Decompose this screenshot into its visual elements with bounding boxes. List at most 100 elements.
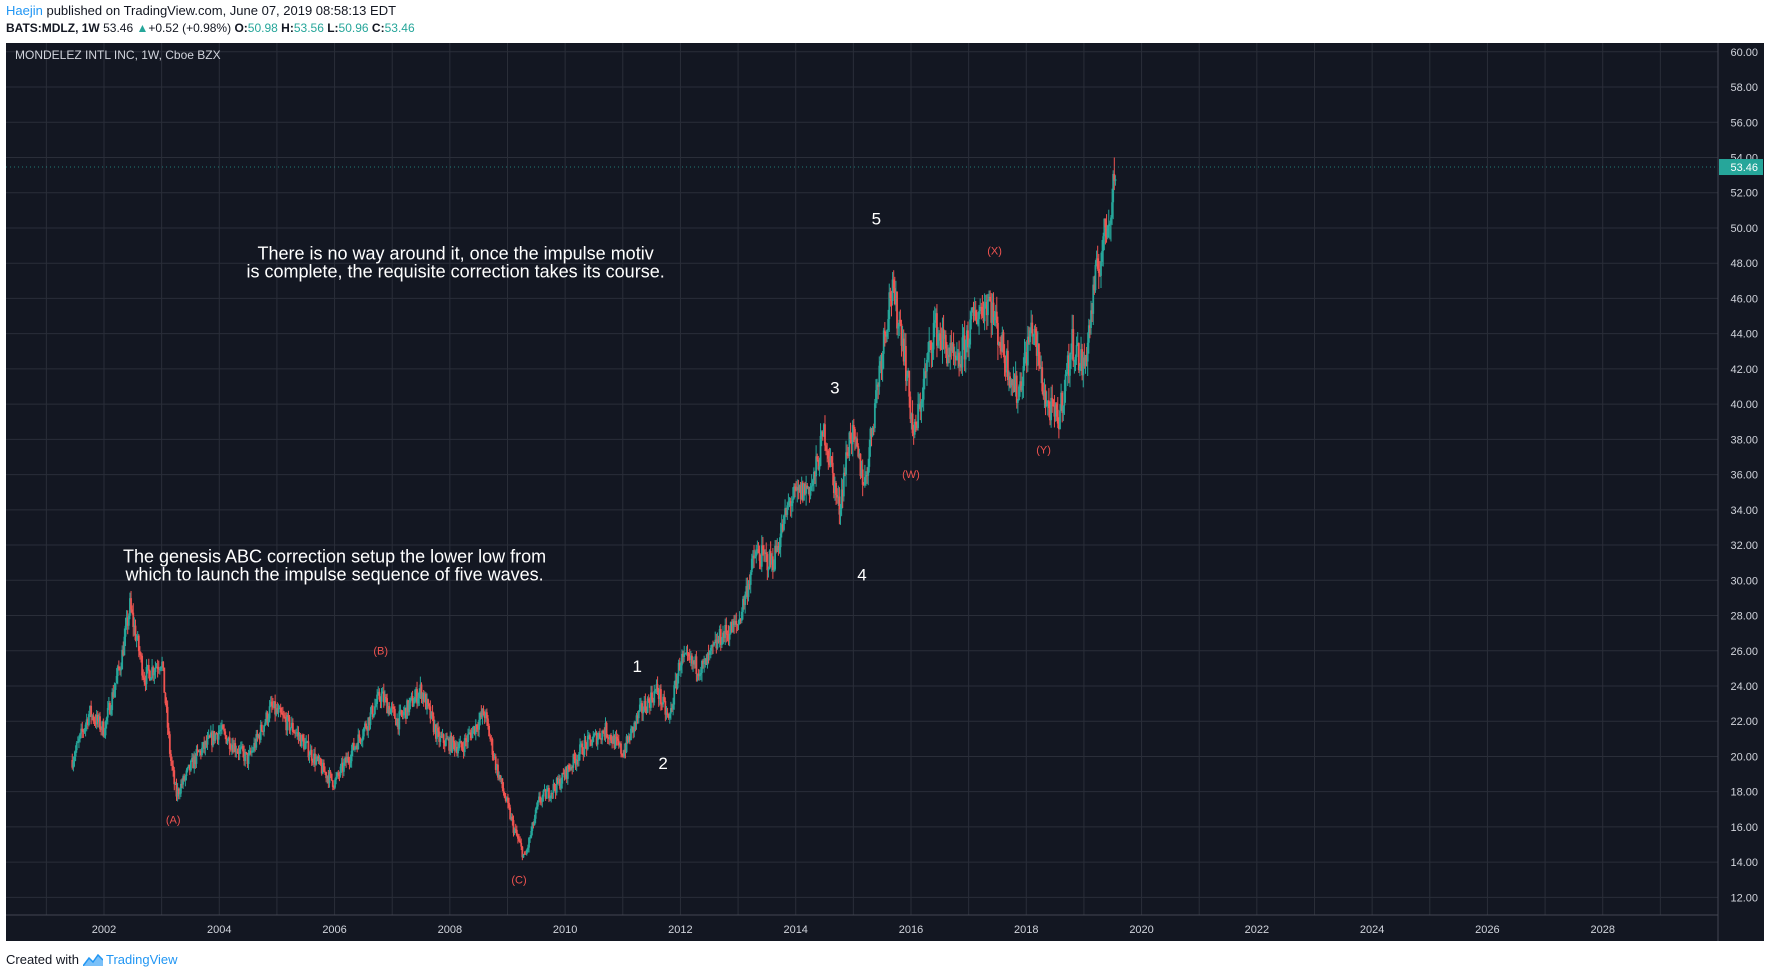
candle-body	[723, 632, 725, 638]
candle-body	[599, 733, 601, 739]
candle-body	[433, 724, 436, 733]
candle-body	[521, 846, 524, 858]
candle-body	[357, 734, 360, 750]
candle-body	[810, 485, 813, 487]
candle-body	[85, 719, 88, 725]
candle-body	[635, 715, 638, 725]
candle-body	[541, 796, 544, 802]
candle-body	[881, 353, 884, 370]
candle-body	[587, 735, 590, 737]
candle-body	[507, 797, 509, 803]
chart-frame[interactable]: 12.00 14.00 16.00 18.00 20.00 22.00 24.00 26.00…	[6, 43, 1764, 941]
candle-body	[763, 549, 765, 554]
candle-body	[663, 696, 666, 701]
candle-body	[356, 745, 359, 750]
candle-body	[371, 705, 374, 717]
candle-body	[416, 689, 418, 704]
candle-body	[887, 319, 890, 331]
candle-body	[572, 754, 575, 768]
candle-body	[76, 741, 79, 743]
candle-body	[249, 750, 252, 753]
candle-body	[1070, 352, 1072, 355]
candle-body	[869, 428, 872, 448]
candle-body	[1106, 225, 1109, 238]
candle-body	[728, 633, 731, 640]
candle-body	[984, 301, 987, 304]
candle-body	[448, 738, 451, 751]
candle-body	[248, 750, 251, 755]
candle-body	[740, 611, 743, 621]
candle-body	[120, 669, 122, 671]
candle-body	[753, 555, 755, 559]
candle-body	[612, 735, 615, 744]
price-axis[interactable]: 12.00 14.00 16.00 18.00 20.00 22.00 24.00 26.00…	[1730, 47, 1758, 905]
candle-body	[908, 370, 911, 397]
candle-body	[298, 735, 301, 737]
candle-body	[614, 736, 617, 749]
candle-body	[724, 624, 727, 638]
candle-body	[1053, 406, 1056, 417]
candle-body	[991, 302, 994, 323]
candle-body	[752, 555, 754, 559]
candle-body	[242, 746, 244, 752]
candle-body	[290, 722, 293, 728]
candle-body	[437, 727, 440, 732]
candle-body	[544, 789, 547, 799]
candle-body	[211, 732, 213, 746]
candle-body	[1051, 397, 1054, 400]
price-tick-label: 12.00	[1730, 892, 1758, 904]
candle-body	[73, 756, 76, 762]
candle-body	[702, 660, 704, 664]
candle-body	[388, 706, 391, 715]
candle-body	[709, 647, 712, 651]
candle-body	[493, 756, 496, 758]
candle-body	[787, 503, 790, 506]
candle-body	[392, 706, 395, 709]
candle-body	[837, 496, 840, 498]
candle-body	[131, 609, 134, 613]
candle-body	[584, 740, 587, 743]
candle-body	[696, 673, 699, 675]
candle-body	[1108, 223, 1111, 225]
candle-body	[490, 738, 493, 740]
candle-body	[1101, 250, 1104, 262]
candle-body	[1097, 268, 1100, 274]
candle-body	[253, 743, 255, 751]
candle-body	[243, 751, 246, 762]
candle-body	[682, 653, 684, 657]
candle-body	[765, 552, 768, 555]
candle-body	[473, 726, 476, 735]
time-axis[interactable]: 2002 2004 2006 2008 2010 2012 2014 2016 2018 2020…	[92, 924, 1615, 936]
price-tick-label: 40.00	[1730, 399, 1758, 411]
candle-body	[184, 776, 187, 781]
candle-body	[828, 458, 831, 465]
candle-body	[305, 741, 308, 744]
candle-body	[282, 714, 284, 716]
candle-body	[738, 618, 741, 625]
candle-body	[1030, 322, 1033, 331]
candle-body	[838, 496, 841, 515]
price-tick-label: 30.00	[1730, 575, 1758, 587]
candle-body	[560, 783, 563, 789]
candle-body	[278, 707, 281, 709]
candle-body	[417, 697, 420, 704]
tradingview-link[interactable]: TradingView	[82, 952, 178, 967]
candle-body	[548, 787, 550, 799]
candle-body	[397, 718, 400, 730]
candle-body	[944, 334, 947, 349]
candle-body	[263, 725, 265, 732]
author-link[interactable]: Haejin	[6, 3, 43, 18]
candle-body	[293, 731, 295, 733]
candle-body	[969, 319, 972, 345]
candle-body	[181, 783, 183, 785]
candle-body	[403, 707, 406, 712]
price-chart[interactable]: 12.00 14.00 16.00 18.00 20.00 22.00 24.00 26.00…	[6, 43, 1764, 941]
candle-body	[352, 742, 355, 750]
candle-body	[335, 776, 338, 780]
candle-body	[854, 428, 856, 440]
candle-body	[919, 403, 922, 412]
candle-body	[187, 764, 190, 768]
candle-body	[472, 726, 475, 731]
candle-body	[581, 743, 584, 755]
candle-body	[239, 747, 242, 749]
